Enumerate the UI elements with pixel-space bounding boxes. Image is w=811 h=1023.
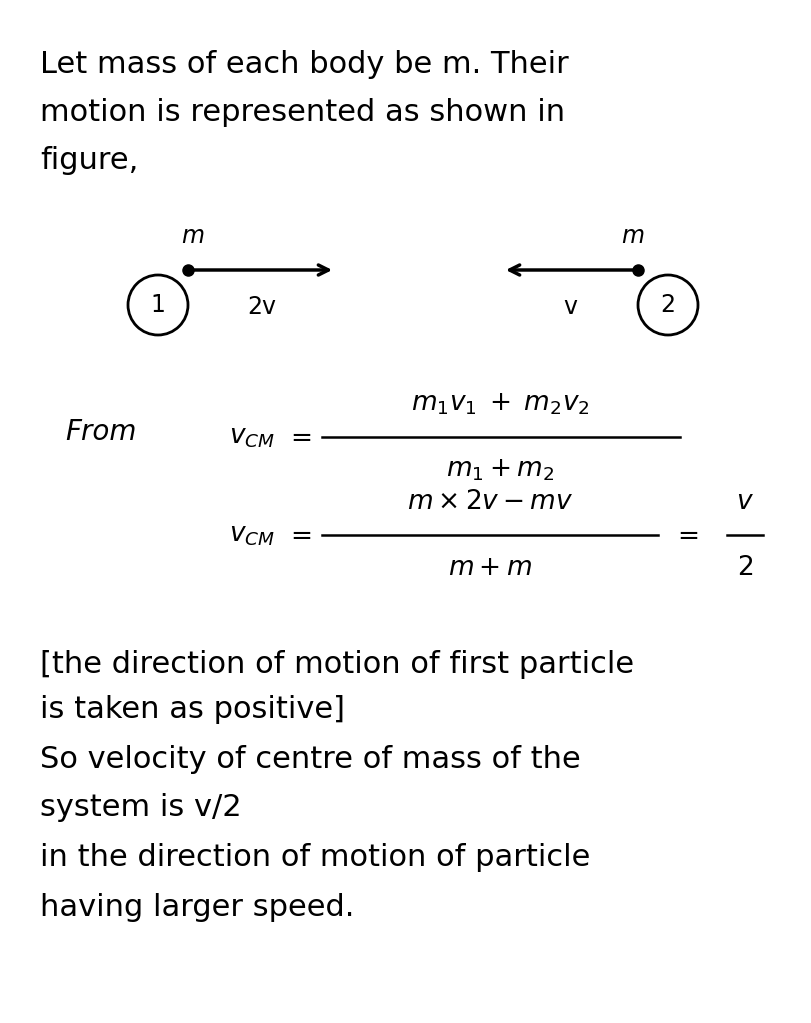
Text: in the direction of motion of particle: in the direction of motion of particle: [40, 843, 590, 872]
Text: $=$: $=$: [285, 424, 311, 450]
Text: 2: 2: [660, 293, 676, 317]
Text: v: v: [564, 295, 577, 319]
Text: $\mathit{v}_{CM}$: $\mathit{v}_{CM}$: [229, 424, 275, 450]
Text: $\mathit{v}$: $\mathit{v}$: [736, 489, 754, 515]
Text: system is v/2: system is v/2: [40, 793, 242, 822]
Text: 1: 1: [151, 293, 165, 317]
Text: $\mathit{m}_1 + \mathit{m}_2$: $\mathit{m}_1 + \mathit{m}_2$: [446, 457, 554, 483]
Text: So velocity of centre of mass of the: So velocity of centre of mass of the: [40, 745, 581, 774]
Text: From: From: [65, 418, 136, 446]
Text: $=$: $=$: [285, 522, 311, 548]
Text: $\mathit{v}_{CM}$: $\mathit{v}_{CM}$: [229, 522, 275, 548]
Text: $2$: $2$: [737, 555, 753, 581]
Text: 2v: 2v: [247, 295, 276, 319]
Text: m: m: [182, 224, 204, 248]
Text: $\mathit{m}_1\mathit{v}_1 \; + \; \mathit{m}_2\mathit{v}_2$: $\mathit{m}_1\mathit{v}_1 \; + \; \mathi…: [410, 391, 590, 417]
Text: m: m: [621, 224, 645, 248]
Text: $=$: $=$: [672, 522, 698, 548]
Text: figure,: figure,: [40, 146, 139, 175]
Text: having larger speed.: having larger speed.: [40, 893, 354, 922]
Text: is taken as positive]: is taken as positive]: [40, 695, 345, 724]
Text: $\mathit{m} \times 2\mathit{v} - \mathit{mv}$: $\mathit{m} \times 2\mathit{v} - \mathit…: [407, 489, 573, 515]
Text: $\mathit{m} + \mathit{m}$: $\mathit{m} + \mathit{m}$: [448, 555, 532, 581]
Text: [the direction of motion of first particle: [the direction of motion of first partic…: [40, 650, 634, 679]
Text: motion is represented as shown in: motion is represented as shown in: [40, 98, 565, 127]
Text: Let mass of each body be m. Their: Let mass of each body be m. Their: [40, 50, 569, 79]
